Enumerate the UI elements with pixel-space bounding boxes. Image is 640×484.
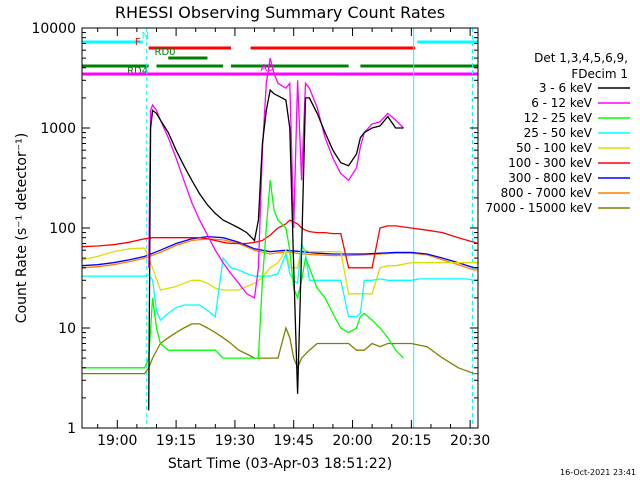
y-tick-label: 1 — [67, 421, 76, 437]
x-tick-label: 19:45 — [274, 433, 314, 449]
legend-label: 7000 - 15000 keV — [485, 201, 592, 215]
x-tick-label: 19:30 — [215, 433, 255, 449]
x-tick-label: 20:15 — [391, 433, 431, 449]
y-tick-label: 10000 — [31, 21, 76, 37]
series-line-50-100-kev — [81, 245, 478, 295]
legend-label: 50 - 100 keV — [516, 141, 593, 155]
y-tick-label: 100 — [49, 221, 76, 237]
series-line-12-25-kev — [82, 180, 404, 369]
series-line-100-300-kev — [81, 219, 479, 269]
y-tick-label: 10 — [58, 321, 76, 337]
chart-title: RHESSI Observing Summary Count Rates — [115, 3, 445, 22]
legend-label: 12 - 25 keV — [524, 111, 593, 125]
series-line-7000-15000-kev — [82, 323, 478, 375]
x-tick-label: 20:00 — [332, 433, 372, 449]
legend-label: 800 - 7000 keV — [501, 186, 593, 200]
x-tick-label: 19:00 — [97, 433, 137, 449]
state-bar-label-rd4: RD4 — [127, 66, 148, 77]
legend-header-line-1: Det 1,3,4,5,6,9, — [534, 51, 628, 65]
x-tick-label: 19:15 — [156, 433, 196, 449]
legend-label: 300 - 800 keV — [508, 171, 592, 185]
axes: 19:00 19:15 19:30 19:45 20:00 20:15 20:30 1 10 10… — [31, 21, 490, 449]
series-line-6-12-kev — [148, 57, 404, 299]
legend-header-line-2: FDecim 1 — [571, 67, 628, 81]
legend-label: 6 - 12 keV — [531, 96, 593, 110]
series-line-3-6-kev — [148, 88, 404, 411]
state-bar-label-n: N — [142, 31, 149, 42]
state-bar-label-rd0: RD0 — [155, 47, 176, 58]
state-bar-label-a0: A0 — [260, 63, 273, 74]
x-tick-label: 20:30 — [450, 433, 490, 449]
x-axis-label: Start Time (03-Apr-03 18:51:22) — [168, 456, 392, 472]
generation-timestamp: 16-Oct-2021 23:41 — [560, 468, 636, 477]
state-bar-label-f: F — [135, 37, 141, 48]
legend-label: 3 - 6 keV — [539, 81, 593, 95]
legend-label: 100 - 300 keV — [508, 156, 592, 170]
y-tick-label: 1000 — [40, 121, 76, 137]
y-axis-label: Count Rate (s⁻¹ detector⁻¹) — [14, 133, 30, 323]
legend-label: 25 - 50 keV — [524, 126, 593, 140]
series-line-25-50-kev — [82, 243, 478, 322]
